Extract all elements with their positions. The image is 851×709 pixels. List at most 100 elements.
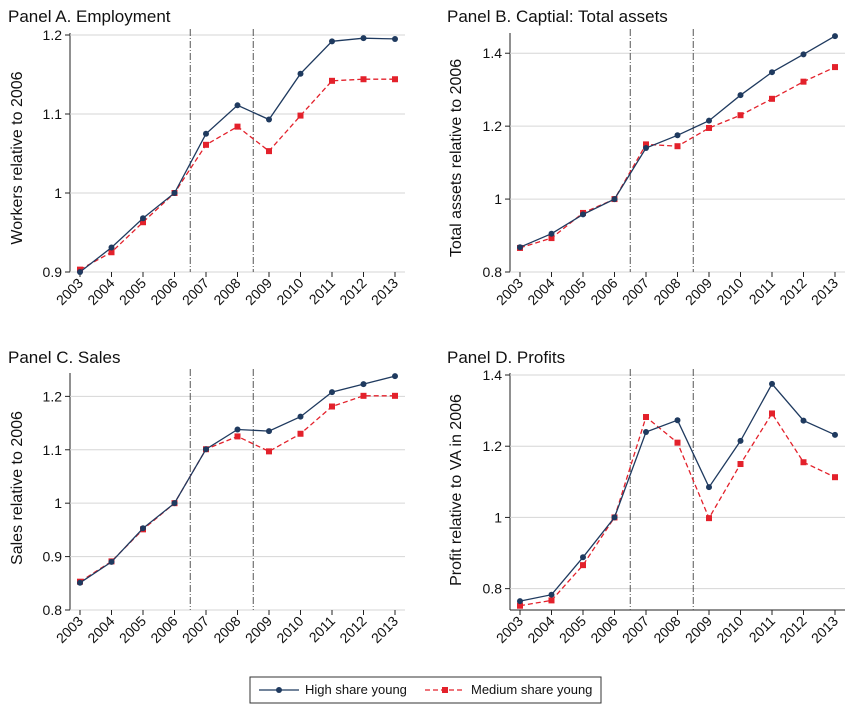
x-tick-label: 2013 [368, 275, 401, 308]
point-high [329, 389, 335, 396]
point-high [77, 579, 83, 586]
point-medium [674, 439, 681, 446]
y-tick-label: 0.8 [483, 581, 503, 597]
point-high [580, 554, 586, 561]
x-tick-label: 2011 [746, 613, 779, 646]
x-tick-label: 2007 [619, 275, 652, 308]
y-tick-label: 1.2 [483, 118, 503, 134]
y-tick-label: 1.4 [483, 367, 503, 383]
point-high [643, 428, 649, 435]
legend-marker-medium [442, 687, 448, 693]
point-high [329, 38, 335, 45]
x-tick-label: 2013 [808, 613, 841, 646]
x-tick-label: 2007 [619, 613, 652, 646]
x-tick-label: 2005 [116, 275, 149, 308]
x-tick-label: 2012 [776, 613, 809, 646]
y-tick-label: 1.1 [43, 442, 63, 458]
y-tick-label: 1.4 [483, 45, 503, 61]
point-high [360, 35, 367, 42]
point-medium [674, 143, 681, 150]
point-medium [769, 95, 775, 102]
x-tick-label: 2005 [556, 275, 589, 308]
x-tick-label: 2008 [650, 275, 683, 308]
point-medium [297, 112, 304, 119]
point-medium [392, 76, 398, 83]
point-high [108, 244, 115, 251]
x-tick-label: 2008 [210, 613, 243, 646]
point-high [800, 51, 807, 58]
point-medium [548, 597, 555, 604]
x-tick-label: 2006 [587, 613, 620, 646]
point-high [548, 591, 555, 598]
point-high [580, 211, 586, 218]
x-tick-label: 2005 [116, 613, 149, 646]
panel-employment: Panel A. Employment Workers relative to … [8, 7, 405, 308]
y-axis-label: Total assets relative to 2006 [448, 59, 465, 257]
x-tick-label: 2004 [84, 613, 117, 646]
point-medium [737, 461, 744, 468]
y-axis-label: Workers relative to 2006 [9, 71, 26, 244]
point-high [171, 500, 178, 507]
x-tick-label: 2012 [336, 613, 369, 646]
x-tick-label: 2011 [306, 613, 339, 646]
point-high [769, 380, 775, 387]
point-medium [643, 414, 649, 421]
y-tick-label: 1 [54, 185, 62, 201]
point-medium [360, 76, 367, 83]
point-high [360, 381, 367, 388]
series-line-high [79, 375, 396, 584]
point-medium [706, 515, 712, 522]
point-medium [832, 474, 838, 481]
x-tick-label: 2007 [179, 275, 212, 308]
x-tick-label: 2012 [336, 275, 369, 308]
x-tick-label: 2008 [210, 275, 243, 308]
panel-title: Panel B. Captial: Total assets [447, 7, 668, 26]
point-high [108, 558, 115, 565]
point-medium [234, 433, 241, 440]
x-tick-label: 2009 [682, 613, 715, 646]
legend-label-medium: Medium share young [471, 682, 592, 697]
point-high [203, 130, 209, 137]
x-tick-label: 2010 [713, 275, 746, 308]
series-line-high [519, 382, 836, 602]
panel-title: Panel A. Employment [8, 7, 171, 26]
point-high [517, 598, 523, 605]
point-medium [832, 64, 838, 71]
point-high [611, 514, 618, 521]
panel-title: Panel C. Sales [8, 348, 120, 367]
x-tick-label: 2010 [713, 613, 746, 646]
point-medium [706, 124, 712, 131]
point-medium [360, 392, 367, 399]
y-axis-label: Profit relative to VA in 2006 [448, 394, 465, 586]
series-line-medium [519, 66, 836, 249]
point-high [266, 116, 272, 123]
point-high [611, 196, 618, 203]
point-high [517, 244, 523, 251]
x-tick-label: 2010 [273, 275, 306, 308]
x-tick-label: 2011 [746, 275, 779, 308]
legend: High share young Medium share young [249, 676, 602, 704]
legend-marker-high [276, 687, 282, 693]
point-medium [329, 403, 335, 410]
point-medium [737, 112, 744, 119]
point-medium [203, 141, 209, 148]
point-high [737, 92, 744, 99]
point-high [643, 145, 649, 152]
point-high [674, 417, 681, 424]
x-tick-label: 2004 [84, 275, 117, 308]
point-high [737, 437, 744, 444]
y-tick-label: 1.2 [483, 438, 503, 454]
point-high [674, 132, 681, 139]
x-tick-label: 2010 [273, 613, 306, 646]
y-tick-label: 0.8 [483, 264, 503, 280]
x-tick-label: 2005 [556, 613, 589, 646]
point-medium [769, 410, 775, 417]
x-tick-label: 2009 [242, 613, 275, 646]
point-high [297, 70, 304, 77]
point-medium [297, 430, 304, 437]
panel-sales: Panel C. Sales Sales relative to 2006 0.… [8, 348, 405, 646]
point-high [171, 190, 178, 196]
x-tick-label: 2003 [493, 613, 526, 646]
point-high [832, 33, 838, 40]
